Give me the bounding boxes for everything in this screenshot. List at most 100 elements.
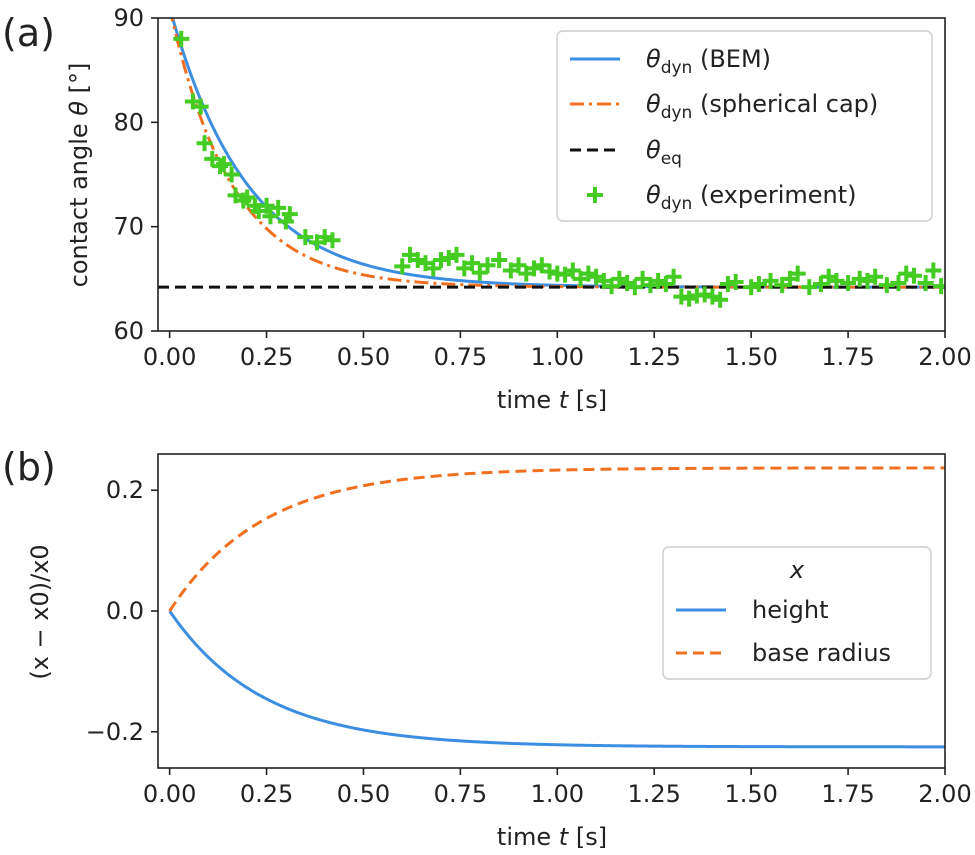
experiment-point [704,288,721,305]
series-height-line [168,610,945,749]
experiment-point [696,286,713,303]
x-tick-label: 1.75 [821,780,874,808]
series-base-radius-line [168,466,945,612]
panel-b-legend: x height base radius [662,546,932,680]
experiment-point [526,260,543,277]
y-tick-label: 0.0 [106,597,144,625]
x-tick-label: 0.75 [434,343,487,371]
legend-eq-label: θeq [646,136,682,169]
experiment-point [464,255,481,272]
y-tick-label: 80 [113,108,144,136]
experiment-point [580,265,597,282]
legend-exp-swatch [587,187,603,203]
experiment-point [626,279,643,296]
experiment-point [840,275,857,292]
legend-exp-marker [587,187,603,203]
x-tick-label: 2.00 [918,780,971,808]
experiment-point [262,208,279,225]
experiment-point [192,98,209,115]
experiment-point [890,275,907,292]
experiment-point [281,206,298,223]
experiment-point [196,135,213,152]
experiment-point [448,246,465,263]
experiment-point [479,257,496,274]
experiment-point [173,30,190,47]
experiment-point [433,252,450,269]
legend-title: x [789,556,805,584]
experiment-point [297,229,314,246]
x-tick-label: 0.25 [240,780,293,808]
x-tick-label: 1.25 [628,780,681,808]
experiment-point [223,166,240,183]
experiment-point [258,197,275,214]
experiment-point [762,272,779,289]
x-tick-label: 1.25 [628,343,681,371]
panel-b-x-axis-label: time t [s] [497,823,607,851]
legend-height-label: height [752,596,829,624]
legend-box [662,546,932,680]
experiment-point [917,275,934,292]
panel-a-frame [157,17,946,332]
panel-b-y-axis-label: (x − x0)/x0 [26,544,54,679]
experiment-point [650,272,667,289]
experiment-point [719,276,736,293]
x-tick-label: 0.50 [337,343,390,371]
y-tick-label: 60 [113,317,144,345]
panel-b-plot-area [168,466,945,749]
y-tick-label: 70 [113,213,144,241]
experiment-point [789,265,806,282]
experiment-point [867,268,884,285]
experiment-point [316,229,333,246]
x-tick-label: 2.00 [918,343,971,371]
panel-a-y-ticks: 60 70 80 90 [113,4,158,345]
experiment-point [750,276,767,293]
panel-a-y-axis-label: contact angle θ [°] [65,63,93,288]
x-tick-label: 0.50 [337,780,390,808]
experiment-point [270,199,287,216]
experiment-point [510,257,527,274]
experiment-point [712,291,729,308]
experiment-point [681,290,698,307]
panel-a-plot-area [158,18,945,308]
panel-b-label: (b) [2,445,56,489]
x-tick-label: 1.00 [531,343,584,371]
legend-cap-label: θdyn (spherical cap) [646,90,878,123]
experiment-point [409,252,426,269]
experiment-point [851,270,868,287]
experiment-point [425,260,442,277]
panel-a-label: (a) [2,11,55,55]
experiment-point [541,263,558,280]
panel-b-x-ticks: 0.00 0.25 0.50 0.75 1.00 1.25 1.50 1.75 2.00 [143,768,972,808]
panel-a-x-ticks: 0.00 0.25 0.50 0.75 1.00 1.25 1.50 1.75 2.00 [143,331,972,371]
experiment-point [925,262,942,279]
experiment-point [440,249,457,266]
experiment-point [878,277,895,294]
x-tick-label: 1.00 [531,780,584,808]
panel-a-legend: θdyn (BEM) θdyn (spherical cap) θeq θdyn… [556,30,933,222]
experiment-point [239,189,256,206]
experiment-point [491,252,508,269]
panel-a: (a) 0.00 0.25 0.50 0.75 1.00 1.25 1.50 1.75 2.00… [2,4,972,414]
experiment-point [898,265,915,282]
legend-base-radius-label: base radius [752,639,891,667]
experiment-point [743,279,760,296]
legend-bem-label: θdyn (BEM) [646,45,771,78]
experiment-point [564,262,581,279]
panel-b-y-ticks: −0.2 0.0 0.2 [86,476,158,746]
x-tick-label: 1.50 [724,780,777,808]
x-tick-label: 0.75 [434,780,487,808]
experiment-point [828,272,845,289]
experiment-point [801,279,818,296]
y-tick-label: −0.2 [86,718,144,746]
panel-b: (b) 0.00 0.25 0.50 0.75 1.00 1.25 1.50 1.75 2.00… [2,445,972,851]
x-tick-label: 1.75 [821,343,874,371]
experiment-point [394,258,411,275]
x-tick-label: 0.25 [240,343,293,371]
experiment-point [324,232,341,249]
legend-exp-label: θdyn (experiment) [646,181,857,214]
experiment-point [665,268,682,285]
x-tick-label: 0.00 [143,780,196,808]
y-tick-label: 0.2 [106,476,144,504]
x-tick-label: 1.50 [724,343,777,371]
